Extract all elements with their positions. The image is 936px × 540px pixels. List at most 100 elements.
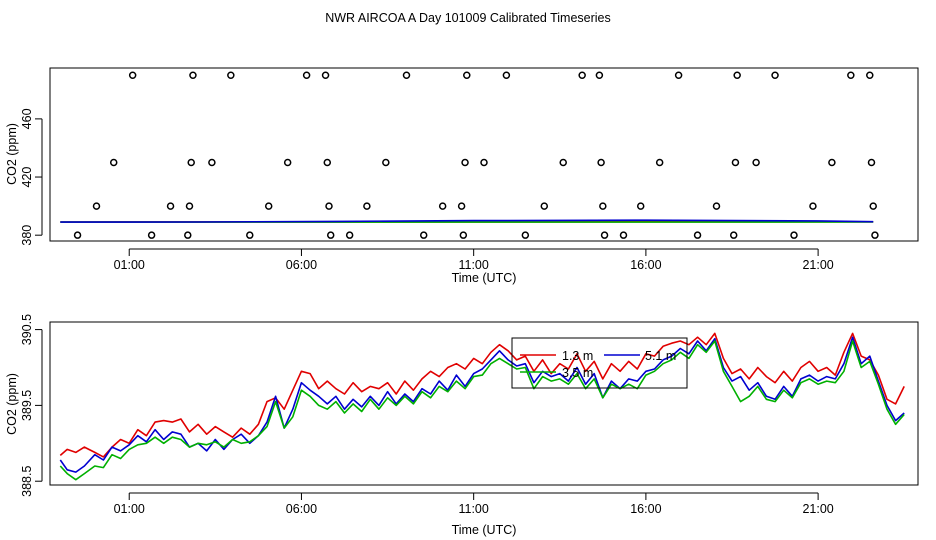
scatter-point bbox=[578, 71, 586, 80]
scatter-point bbox=[326, 231, 335, 239]
x-tick-label: 06:00 bbox=[286, 258, 317, 272]
series-line-3-5-m bbox=[59, 340, 905, 481]
scatter-point bbox=[655, 158, 664, 167]
scatter-point bbox=[185, 202, 194, 210]
scatter-point bbox=[809, 202, 817, 210]
scatter-point bbox=[109, 158, 118, 167]
scatter-point bbox=[402, 71, 411, 80]
top-panel: 01:00 06:00 11:00 16:00 21:00 380 420 460 Time… bbox=[5, 67, 919, 285]
scatter-point bbox=[480, 158, 488, 167]
y-tick-label: 390.5 bbox=[20, 314, 34, 345]
scatter-point bbox=[363, 202, 371, 210]
scatter-point bbox=[325, 202, 333, 210]
top-x-axis: 01:00 06:00 11:00 16:00 21:00 bbox=[114, 248, 834, 272]
scatter-point bbox=[731, 158, 740, 167]
legend: 1.3 m 5.1 m 3.5 m bbox=[511, 337, 688, 389]
scatter-point bbox=[187, 158, 195, 167]
scatter-point bbox=[208, 158, 216, 167]
scatter-point bbox=[595, 71, 604, 80]
x-tick-label: 01:00 bbox=[114, 258, 145, 272]
top-series-lines bbox=[60, 219, 874, 223]
x-tick-label: 21:00 bbox=[802, 258, 833, 272]
scatter-point bbox=[438, 202, 447, 210]
bottom-y-axis: 388.5 389.5 390.5 bbox=[20, 314, 43, 497]
scatter-point bbox=[283, 158, 292, 167]
scatter-point bbox=[459, 231, 468, 239]
scatter-point bbox=[733, 71, 741, 80]
series-line-5-1-m bbox=[59, 336, 905, 473]
x-tick-label: 16:00 bbox=[630, 502, 661, 516]
scatter-point bbox=[166, 202, 175, 210]
scatter-point bbox=[867, 158, 876, 167]
bottom-series-lines bbox=[59, 332, 905, 481]
bottom-x-axis: 01:00 06:00 11:00 16:00 21:00 bbox=[114, 492, 834, 516]
series-line-blue bbox=[60, 219, 874, 223]
scatter-point bbox=[869, 202, 877, 210]
scatter-point bbox=[419, 231, 428, 239]
series-line-1-3-m bbox=[59, 332, 905, 458]
scatter-point bbox=[729, 231, 738, 239]
y-tick-label: 388.5 bbox=[20, 466, 34, 497]
top-y-axis-label: CO2 (ppm) bbox=[5, 123, 19, 185]
scatter-point bbox=[184, 231, 192, 239]
scatter-point bbox=[597, 158, 605, 167]
y-tick-label: 460 bbox=[20, 108, 34, 129]
scatter-point bbox=[92, 202, 101, 210]
scatter-point bbox=[246, 231, 254, 239]
scatter-point bbox=[599, 202, 607, 210]
scatter-point bbox=[712, 202, 721, 210]
scatter-point bbox=[540, 202, 549, 210]
x-tick-label: 16:00 bbox=[630, 258, 661, 272]
top-plot-frame bbox=[49, 67, 919, 242]
legend-box bbox=[511, 337, 688, 389]
figure-title: NWR AIRCOA A Day 101009 Calibrated Times… bbox=[325, 11, 611, 25]
scatter-point bbox=[674, 71, 683, 80]
scatter-point bbox=[457, 202, 466, 210]
scatter-point bbox=[189, 71, 197, 80]
scatter-point bbox=[147, 231, 156, 239]
scatter-point bbox=[382, 158, 390, 167]
legend-label-green: 3.5 m bbox=[562, 366, 593, 380]
bottom-x-axis-label: Time (UTC) bbox=[452, 523, 517, 537]
scatter-point bbox=[227, 71, 235, 80]
scatter-point bbox=[128, 71, 137, 80]
scatter-point bbox=[73, 231, 82, 239]
scatter-point bbox=[866, 71, 874, 80]
y-tick-label: 420 bbox=[20, 167, 34, 188]
scatter-point bbox=[463, 71, 471, 80]
scatter-point bbox=[790, 231, 798, 239]
top-x-axis-label: Time (UTC) bbox=[452, 271, 517, 285]
scatter-point bbox=[521, 231, 530, 239]
scatter-point bbox=[323, 158, 332, 167]
scatter-point bbox=[600, 231, 609, 239]
scatter-point bbox=[828, 158, 836, 167]
legend-label-red: 1.3 m bbox=[562, 349, 593, 363]
scatter-point bbox=[871, 231, 879, 239]
scatter-point bbox=[752, 158, 760, 167]
scatter-point bbox=[619, 231, 628, 239]
scatter-point bbox=[321, 71, 330, 80]
scatter-point bbox=[559, 158, 567, 167]
bottom-y-axis-label: CO2 (ppm) bbox=[5, 373, 19, 435]
legend-label-blue: 5.1 m bbox=[645, 349, 676, 363]
scatter-point bbox=[302, 71, 311, 80]
scatter-point bbox=[636, 202, 645, 210]
scatter-point bbox=[847, 71, 855, 80]
x-tick-label: 06:00 bbox=[286, 502, 317, 516]
scatter-point bbox=[264, 202, 273, 210]
x-tick-label: 11:00 bbox=[458, 502, 488, 516]
x-tick-label: 21:00 bbox=[802, 502, 833, 516]
top-scatter-points bbox=[73, 71, 879, 239]
scatter-point bbox=[502, 71, 511, 80]
x-tick-label: 01:00 bbox=[114, 502, 145, 516]
scatter-point bbox=[461, 158, 469, 167]
top-y-axis: 380 420 460 bbox=[20, 108, 43, 246]
y-tick-label: 380 bbox=[20, 225, 34, 246]
bottom-plot-frame bbox=[49, 321, 919, 486]
scatter-point bbox=[771, 71, 779, 80]
scatter-point bbox=[693, 231, 702, 239]
scatter-point bbox=[345, 231, 354, 239]
y-tick-label: 389.5 bbox=[20, 390, 34, 421]
bottom-panel: 01:00 06:00 11:00 16:00 21:00 388.5 389.5 390.… bbox=[5, 314, 919, 537]
